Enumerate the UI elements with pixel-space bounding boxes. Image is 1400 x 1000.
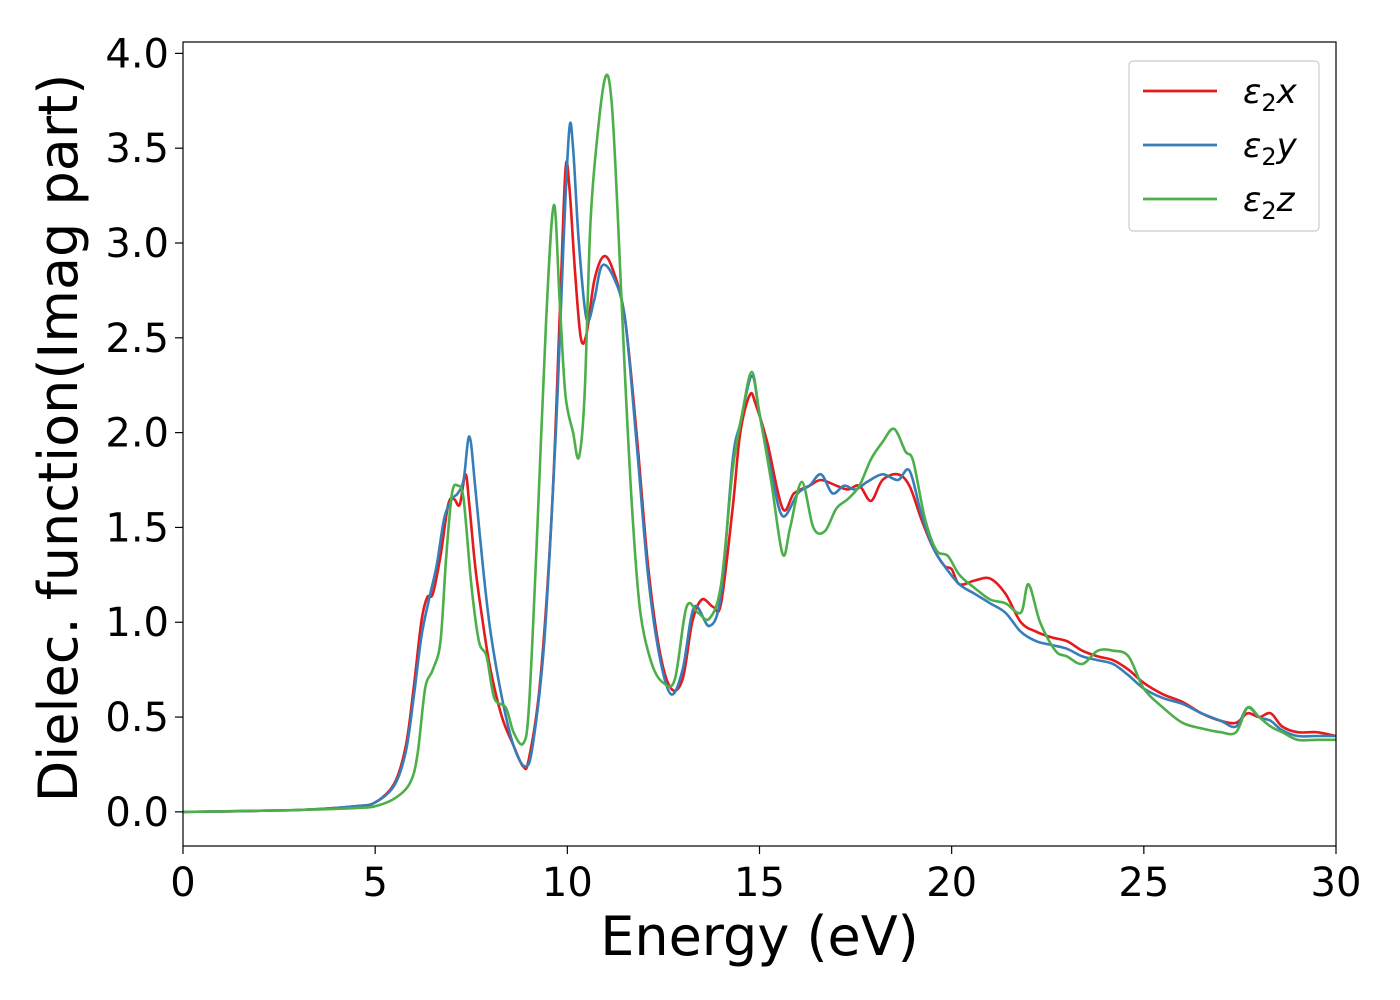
series-line-z bbox=[183, 73, 1336, 814]
x-axis-ticks: 0 5 10 15 20 25 30 bbox=[170, 846, 1361, 906]
legend-box bbox=[1128, 60, 1320, 232]
y-tick-label: 0.0 bbox=[105, 790, 169, 836]
y-tick-label: 3.0 bbox=[105, 221, 169, 267]
y-tick-label: 3.5 bbox=[105, 126, 169, 172]
y-tick-label: 2.5 bbox=[105, 316, 169, 362]
x-tick-label: 25 bbox=[1118, 860, 1169, 906]
y-tick-label: 1.5 bbox=[105, 505, 169, 551]
y-tick-label: 2.0 bbox=[105, 411, 169, 457]
y-axis-title: Dielec. function(Imag part) bbox=[27, 74, 90, 803]
x-axis-title: Energy (eV) bbox=[600, 905, 919, 968]
x-tick-label: 0 bbox=[170, 860, 195, 906]
x-tick-label: 20 bbox=[926, 860, 977, 906]
y-tick-label: 0.5 bbox=[105, 695, 169, 741]
x-tick-label: 15 bbox=[734, 860, 785, 906]
legend-label-y: ε2y bbox=[1243, 126, 1298, 171]
x-tick-label: 5 bbox=[362, 860, 387, 906]
x-tick-label: 30 bbox=[1311, 860, 1362, 906]
x-tick-label: 10 bbox=[542, 860, 593, 906]
legend-label-z: ε2z bbox=[1243, 180, 1296, 225]
legend-label-x: ε2x bbox=[1243, 72, 1298, 117]
legend: ε2x ε2y ε2z bbox=[1128, 60, 1320, 232]
y-axis-ticks: 0.0 0.5 1.0 1.5 2.0 2.5 3.0 3.5 4.0 bbox=[105, 31, 183, 836]
y-tick-label: 1.0 bbox=[105, 600, 169, 646]
y-tick-label: 4.0 bbox=[105, 31, 169, 77]
series-layer bbox=[183, 73, 1336, 814]
